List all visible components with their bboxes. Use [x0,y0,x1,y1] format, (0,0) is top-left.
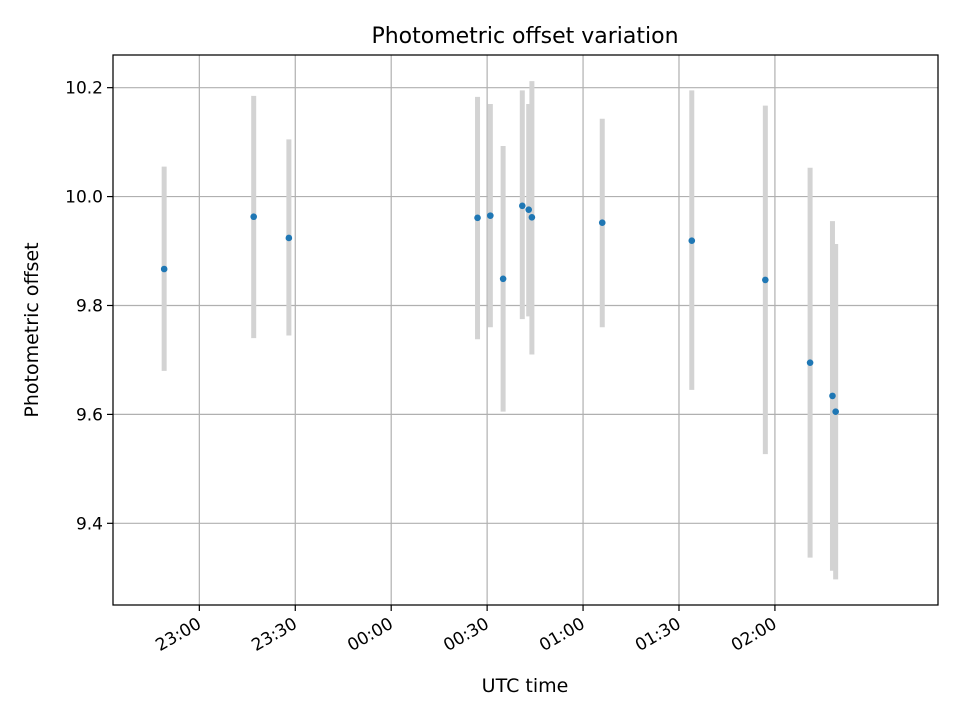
axes-frame [112,54,939,606]
y-tick-label: 9.8 [76,296,103,316]
data-points [160,202,839,415]
y-tick-label: 9.4 [76,514,103,534]
data-point [688,237,696,244]
data-point [285,234,293,242]
x-axis-label: UTC time [482,675,569,697]
y-axis-ticks: 9.4 9.6 9.8 10.0 10.2 [65,79,113,534]
data-point [487,212,494,219]
data-point [829,392,836,400]
data-point [528,213,536,221]
data-point [806,359,814,366]
chart-title: Photometric offset variation [371,24,678,49]
data-point [525,206,532,213]
data-point [762,276,769,284]
data-point [250,213,257,221]
plot-area [113,55,938,605]
data-point [519,202,526,210]
y-axis-label: Photometric offset [21,242,43,417]
y-tick-label: 10.0 [65,188,103,208]
data-point [474,214,481,222]
data-point [832,408,839,415]
data-point [598,219,606,227]
y-tick-label: 9.6 [76,405,103,425]
data-point [160,265,168,273]
y-tick-label: 10.2 [65,79,103,99]
grid [113,55,938,605]
data-point [499,275,507,283]
